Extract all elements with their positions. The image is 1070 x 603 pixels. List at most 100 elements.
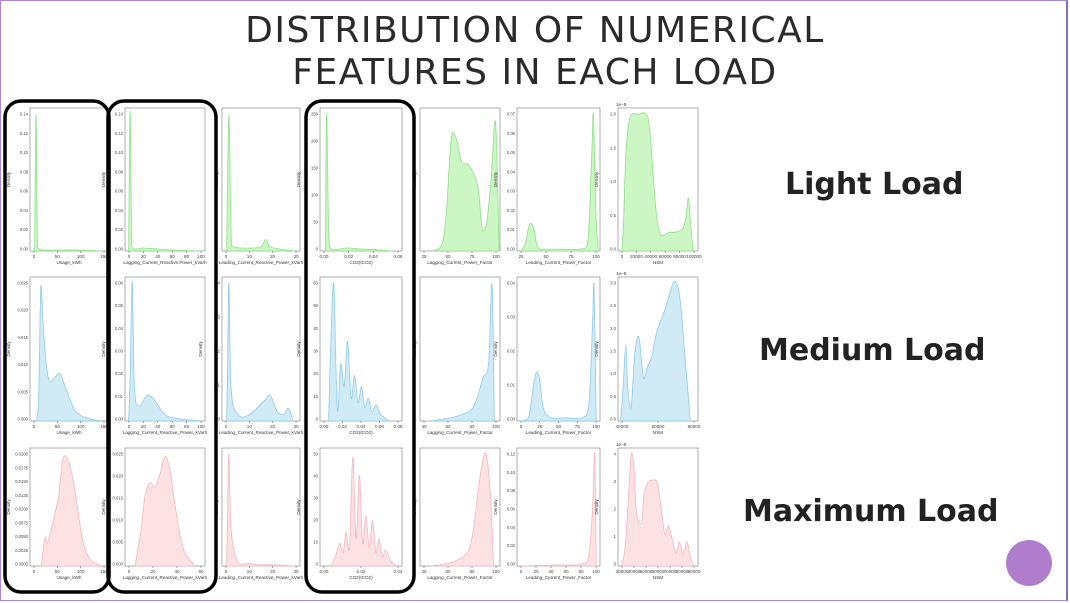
x-axis-label: Lagging_Current_Power_Factor — [427, 430, 493, 435]
x-tick-label: 30 — [293, 569, 299, 574]
density-curve — [621, 452, 695, 567]
scale-annotation: 1e−5 — [616, 271, 627, 276]
plot-medium-lagging-current-reactive-power-kvarh: 0 20 40 60 80 100 0.00 0.01 0.02 0.03 0.04 0.05 0.06… — [101, 276, 208, 435]
density-curve — [520, 112, 599, 252]
y-tick-label: 0.01 — [115, 394, 124, 399]
x-tick-label: 40 — [421, 569, 427, 574]
density-curve — [520, 282, 597, 422]
x-tick-label: 25 — [537, 424, 543, 429]
y-tick-label: 0.005 — [113, 540, 124, 545]
x-axis-label: Lagging_Current_Power_Factor — [427, 575, 493, 580]
x-tick-label: 60 — [198, 569, 204, 574]
x-tick-label: 50 — [445, 254, 451, 259]
y-axis-label: Density — [296, 499, 301, 515]
plot-frame — [319, 107, 403, 252]
x-tick-label: 80000 — [688, 424, 701, 429]
plot-maximum-leading-current-power-factor: 0 20 40 60 80 100 0.00 0.02 0.04 0.06 0.08 0.10 0.12… — [493, 447, 601, 580]
accent-circle — [1006, 540, 1052, 586]
y-tick-label: 1.5 — [610, 349, 616, 354]
y-tick-label: 0.0150 — [15, 479, 28, 484]
plot-frame — [124, 276, 206, 422]
density-curve — [128, 280, 202, 422]
x-tick-label: 0 — [128, 424, 131, 429]
x-tick-label: 0 — [33, 254, 36, 259]
y-tick-label: 0.00 — [115, 417, 124, 422]
y-tick-label: 0.05 — [507, 150, 516, 155]
y-tick-label: 0.10 — [507, 470, 516, 475]
plot-frame — [221, 276, 301, 422]
y-tick-label: 20 — [313, 371, 318, 376]
x-axis-label: NSM — [653, 260, 663, 265]
plot-maximum-usage-kwh: 0 50 100 150 0.0000 0.0025 0.0050 0.0075 0.0100 0… — [6, 447, 109, 580]
y-tick-label: 0 — [614, 562, 617, 567]
y-tick-label: 0.12 — [115, 131, 124, 136]
density-curve — [621, 112, 694, 252]
y-tick-label: 50 — [313, 220, 318, 225]
y-tick-label: 40 — [313, 474, 318, 479]
y-tick-label: 0.06 — [20, 189, 29, 194]
density-curve — [40, 455, 103, 567]
x-tick-label: 20 — [270, 254, 276, 259]
density-curve — [330, 456, 398, 567]
y-tick-label: 10 — [313, 540, 318, 545]
plot-frame — [221, 447, 301, 567]
x-tick-label: 40 — [174, 569, 180, 574]
y-tick-label: 30 — [313, 349, 318, 354]
x-tick-label: 70000 — [664, 569, 677, 574]
y-axis-label: Density — [296, 341, 301, 357]
x-tick-label: 20 — [141, 424, 147, 429]
x-tick-label: 50 — [55, 254, 61, 259]
y-tick-label: 0.5 — [610, 394, 616, 399]
y-axis-label: Density — [198, 341, 203, 357]
y-tick-label: 0.12 — [20, 131, 29, 136]
y-tick-label: 150 — [311, 166, 319, 171]
x-tick-label: 60000 — [659, 254, 672, 259]
density-curve — [226, 282, 294, 422]
x-tick-label: 20000 — [630, 254, 643, 259]
y-tick-label: 40 — [313, 326, 318, 331]
y-axis-label: Density — [6, 341, 11, 357]
y-tick-label: 3 — [614, 479, 617, 484]
y-tick-label: 0.04 — [115, 208, 124, 213]
x-tick-label: 0 — [225, 424, 228, 429]
plot-light-co2-tco2: 0.00 0.02 0.04 0.06 0 50 100 150 200 250 CO2(tCO2)… — [296, 107, 403, 265]
x-tick-label: 50 — [55, 569, 61, 574]
x-tick-label: 60000 — [652, 424, 665, 429]
x-tick-label: 0 — [225, 569, 228, 574]
y-tick-label: 10 — [313, 394, 318, 399]
y-tick-label: 0.00 — [20, 247, 29, 252]
density-curve — [34, 114, 104, 252]
x-tick-label: 100 — [77, 569, 85, 574]
y-tick-label: 0.14 — [20, 112, 29, 117]
x-tick-label: 0.02 — [357, 569, 366, 574]
y-tick-label: 0.07 — [507, 112, 516, 117]
x-tick-label: 0 — [33, 569, 36, 574]
y-tick-label: 0.020 — [113, 474, 124, 479]
title-line-2: FEATURES IN EACH LOAD — [292, 52, 778, 93]
x-tick-label: 60 — [445, 424, 451, 429]
plot-light-leading-current-reactive-power-kvarh: 0 10 20 30Leading_Current_Reactive_Power_kV… — [214, 107, 304, 265]
y-tick-label: 0.0100 — [15, 507, 28, 512]
plot-light-nsm: 0 20000 40000 60000 80000 100000 0.0 0.5 1.0 1.5 2… — [594, 102, 702, 265]
x-tick-label: 0.04 — [369, 254, 378, 259]
y-tick-label: 1 — [614, 534, 617, 539]
plot-maximum-nsm: 30000 40000 50000 60000 70000 80000 90000 0 1 2 3 4… — [594, 442, 701, 580]
x-tick-label: 80000 — [673, 254, 686, 259]
x-tick-label: 90000 — [688, 569, 701, 574]
x-tick-label: 60 — [170, 424, 176, 429]
y-tick-label: 0.0 — [610, 247, 616, 252]
y-tick-label: 0.05 — [115, 303, 124, 308]
y-tick-label: 60 — [313, 281, 318, 286]
x-tick-label: 0.04 — [394, 569, 403, 574]
plot-medium-usage-kwh: 0 50 100 150 0.000 0.005 0.010 0.015 0.020 0.025 U… — [6, 276, 109, 435]
x-axis-label: CO2(tCO2) — [349, 260, 373, 265]
y-tick-label: 30 — [313, 496, 318, 501]
y-tick-label: 0.10 — [115, 150, 124, 155]
x-tick-label: 150 — [100, 569, 108, 574]
y-tick-label: 0.015 — [113, 496, 124, 501]
x-tick-label: 100 — [197, 254, 205, 259]
plot-light-leading-current-power-factor: 25 50 75 100 0.00 0.01 0.02 0.03 0.04 0.05 0.06 0.0… — [493, 107, 601, 265]
x-tick-label: 0.02 — [338, 424, 347, 429]
highlight-co2-column — [304, 99, 416, 594]
